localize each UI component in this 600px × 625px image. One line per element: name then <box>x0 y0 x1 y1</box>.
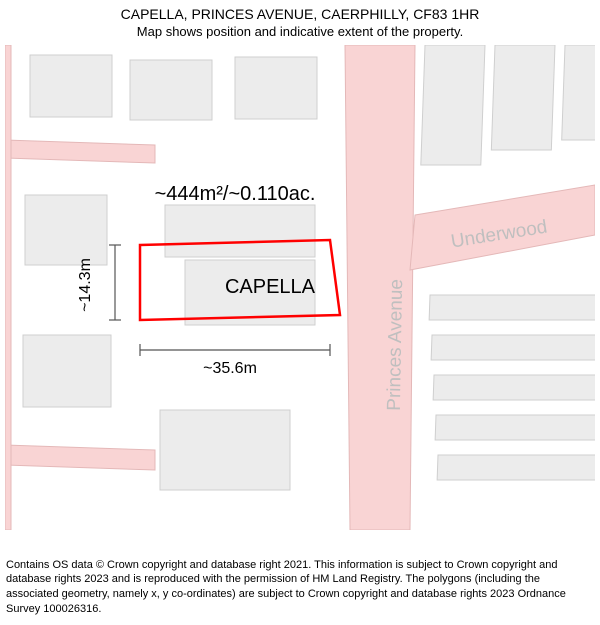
page-subtitle: Map shows position and indicative extent… <box>0 24 600 39</box>
building <box>25 195 107 265</box>
page-title: CAPELLA, PRINCES AVENUE, CAERPHILLY, CF8… <box>0 6 600 22</box>
building <box>23 335 111 407</box>
building <box>562 45 595 140</box>
area-label: ~444m²/~0.110ac. <box>155 183 316 205</box>
building <box>165 205 315 257</box>
building <box>160 410 290 490</box>
dim-label-width: ~35.6m <box>203 360 257 377</box>
building <box>491 45 555 150</box>
dim-label-height: ~14.3m <box>77 258 94 312</box>
building <box>421 45 485 165</box>
building <box>435 415 595 440</box>
building <box>130 60 212 120</box>
road-left-road-2 <box>5 445 155 470</box>
building <box>437 455 595 480</box>
property-name-label: CAPELLA <box>225 276 316 298</box>
road-left-vert <box>5 45 11 530</box>
building <box>429 295 595 320</box>
building <box>431 335 595 360</box>
road-label: Princes Avenue <box>384 279 407 411</box>
building <box>433 375 595 400</box>
building <box>235 57 317 119</box>
map-canvas: Princes AvenueUnderwoodCAPELLA~444m²/~0.… <box>5 45 595 530</box>
copyright-footer: Contains OS data © Crown copyright and d… <box>6 558 594 617</box>
map-svg: Princes AvenueUnderwoodCAPELLA~444m²/~0.… <box>5 45 595 530</box>
building <box>30 55 112 117</box>
